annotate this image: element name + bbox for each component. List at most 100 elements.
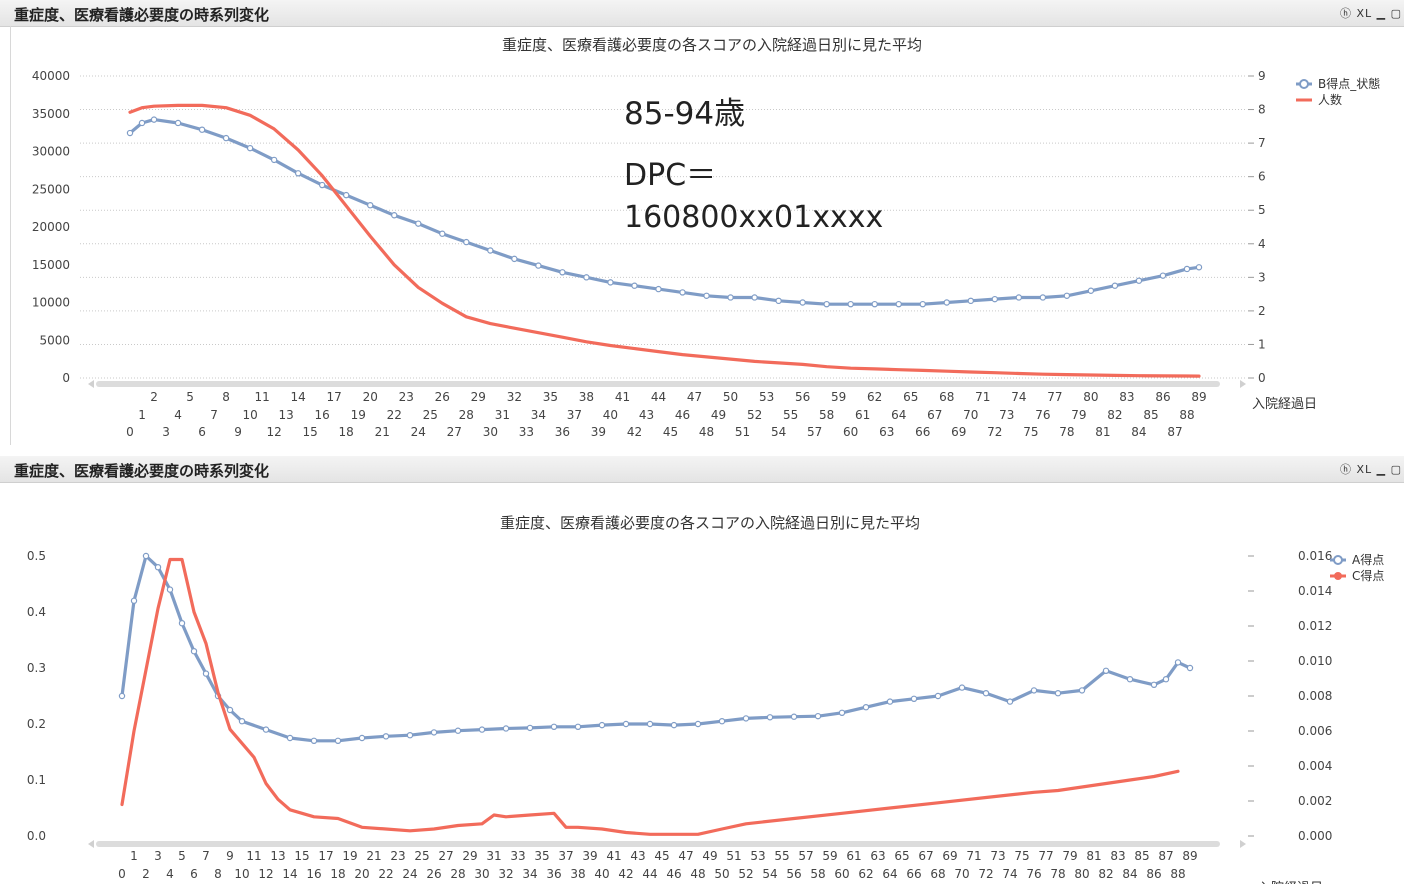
x-tick-label: 73: [990, 849, 1005, 863]
x-tick-label: 61: [846, 849, 861, 863]
x-tick-label: 69: [942, 849, 957, 863]
y-right-tick-label: 2: [1258, 304, 1266, 318]
x-tick-label: 83: [1110, 849, 1125, 863]
x-tick-label: 88: [1170, 867, 1185, 881]
x-tick-label: 8: [214, 867, 222, 881]
series-point: [550, 723, 558, 730]
x-tick-label: 76: [1035, 408, 1050, 422]
series-point: [1054, 689, 1062, 697]
series-point: [150, 116, 158, 123]
x-tick-label: 40: [603, 408, 618, 422]
x-tick-label: 78: [1059, 425, 1074, 439]
series-point: [154, 563, 162, 571]
x-tick-label: 45: [663, 425, 678, 439]
x-tick-label: 17: [318, 849, 333, 863]
x-tick-label: 29: [471, 390, 486, 404]
panel-toolbar-icons[interactable]: ⓗ XL ▁ ▢: [1339, 463, 1402, 476]
x-tick-label: 18: [339, 425, 354, 439]
x-tick-label: 66: [906, 867, 921, 881]
x-tick-label: 80: [1074, 867, 1089, 881]
x-tick-label: 6: [198, 425, 206, 439]
x-tick-label: 23: [399, 390, 414, 404]
series-point: [742, 715, 750, 722]
series-point: [1150, 681, 1158, 688]
x-tick-label: 41: [615, 390, 630, 404]
x-tick-label: 22: [378, 867, 393, 881]
x-tick-label: 16: [306, 867, 321, 881]
x-tick-label: 33: [510, 849, 525, 863]
x-tick-label: 20: [354, 867, 369, 881]
x-tick-label: 43: [630, 849, 645, 863]
series-point: [703, 292, 710, 299]
y-right-tick-label: 6: [1258, 170, 1266, 184]
x-tick-label: 48: [699, 425, 714, 439]
panel-caption: 重症度、医療看護必要度の時系列変化: [14, 462, 270, 480]
x-tick-label: 73: [999, 408, 1014, 422]
x-tick-label: 58: [819, 408, 834, 422]
x-tick-label: 2: [142, 867, 150, 881]
x-tick-label: 28: [450, 867, 465, 881]
series-point: [126, 129, 134, 137]
series-point: [631, 282, 638, 289]
x-tick-label: 82: [1107, 408, 1122, 422]
x-tick-label: 86: [1146, 867, 1161, 881]
series-point: [334, 737, 342, 744]
annotation-dpc-code: 160800xx01xxxx: [624, 200, 884, 235]
x-tick-label: 77: [1038, 849, 1053, 863]
chart-frame: [10, 26, 1404, 445]
panel-toolbar-icons[interactable]: ⓗ XL ▁ ▢: [1339, 7, 1402, 20]
x-tick-label: 19: [351, 408, 366, 422]
y-right-tick-label: 8: [1258, 103, 1266, 117]
x-tick-label: 58: [810, 867, 825, 881]
x-tick-label: 49: [711, 408, 726, 422]
series-point: [478, 726, 486, 733]
x-tick-label: 0: [126, 425, 134, 439]
x-tick-label: 79: [1062, 849, 1077, 863]
x-tick-label: 20: [363, 390, 378, 404]
x-tick-label: 32: [507, 390, 522, 404]
x-tick-label: 16: [315, 408, 330, 422]
y-right-tick-label: 5: [1258, 203, 1266, 217]
scroll-left-arrow: [88, 380, 94, 388]
x-tick-label: 25: [414, 849, 429, 863]
series-point: [238, 717, 246, 725]
x-tick-label: 24: [402, 867, 417, 881]
x-tick-label: 19: [342, 849, 357, 863]
x-tick-label: 52: [747, 408, 762, 422]
x-tick-label: 45: [654, 849, 669, 863]
series-point: [439, 230, 446, 237]
x-tick-label: 0: [118, 867, 126, 881]
series-point: [646, 720, 654, 728]
legend-marker: [1334, 572, 1342, 580]
legend-label: A得点: [1352, 552, 1384, 567]
series-point: [310, 737, 318, 744]
x-tick-label: 9: [226, 849, 234, 863]
x-tick-label: 54: [771, 425, 786, 439]
series-point: [1174, 659, 1182, 666]
series-point: [502, 725, 510, 732]
x-tick-label: 81: [1095, 425, 1110, 439]
y-left-tick-label: 35000: [32, 107, 70, 121]
y-right-tick-label: 0.012: [1298, 619, 1332, 633]
annotation-dpc-label: DPC＝: [624, 158, 717, 193]
x-tick-label: 43: [639, 408, 654, 422]
x-tick-label: 84: [1122, 867, 1137, 881]
x-tick-label: 71: [975, 390, 990, 404]
x-tick-label: 49: [702, 849, 717, 863]
series-point: [895, 300, 902, 308]
chart-panel-top: 重症度、医療看護必要度の時系列変化 ⓗ XL ▁ ▢ 重症度、医療看護必要度の各…: [0, 0, 1404, 445]
x-tick-label: 2: [150, 390, 158, 404]
x-tick-label: 27: [447, 425, 462, 439]
x-tick-label: 25: [423, 408, 438, 422]
x-tick-label: 78: [1050, 867, 1065, 881]
series-point: [583, 274, 590, 281]
series-line-1: [120, 554, 1192, 743]
x-tick-label: 60: [843, 425, 858, 439]
x-tick-label: 44: [651, 390, 666, 404]
x-tick-label: 72: [978, 867, 993, 881]
series-point: [679, 289, 686, 296]
x-tick-label: 52: [738, 867, 753, 881]
x-tick-label: 5: [178, 849, 186, 863]
x-tick-label: 4: [166, 867, 174, 881]
y-right-tick-label: 0: [1258, 371, 1266, 385]
